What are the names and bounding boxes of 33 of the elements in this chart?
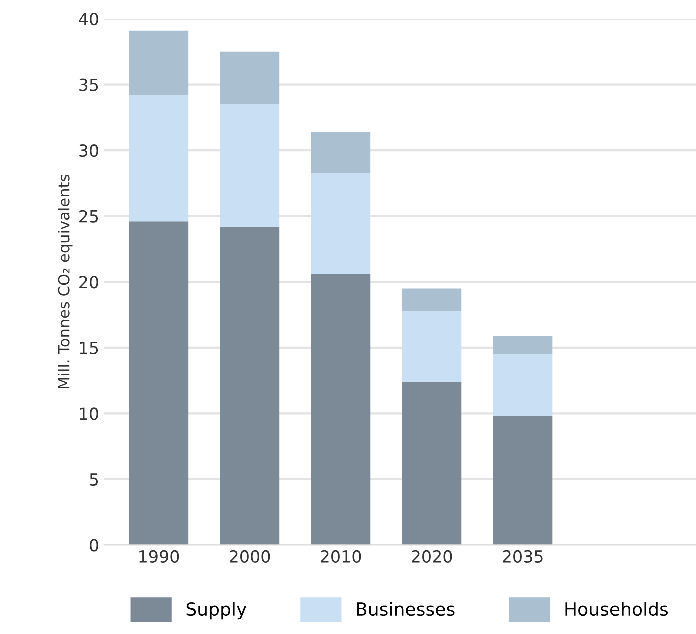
bar (402, 311, 462, 382)
y-axis-title: Mill. Tonnes CO₂ equivalents (58, 175, 73, 388)
bar (493, 336, 553, 354)
legend-label: Households (566, 602, 668, 616)
y-tick-label: 10 (80, 408, 98, 420)
legend-label: Businesses (357, 602, 455, 616)
bar (311, 274, 371, 546)
bar (493, 354, 553, 416)
x-tick-label: 2035 (503, 550, 543, 563)
bar (220, 104, 280, 227)
y-tick-label: 25 (80, 210, 98, 223)
y-tick-label: 40 (79, 12, 98, 26)
bar (129, 222, 189, 546)
x-tick-label: 2020 (412, 550, 452, 563)
legend-label: Supply (186, 602, 247, 620)
x-tick-label: 1990 (140, 550, 180, 563)
bar (220, 52, 280, 105)
bar (129, 30, 189, 96)
bar (402, 382, 462, 546)
y-tick-label: 20 (80, 276, 98, 289)
bar (129, 95, 189, 222)
bar (311, 132, 371, 173)
y-tick-label: 15 (80, 342, 98, 354)
y-tick-label: 5 (90, 474, 98, 486)
bar (493, 416, 553, 546)
x-tick-label: 2010 (321, 550, 362, 563)
x-tick-label: 2000 (230, 550, 270, 563)
bar (402, 288, 462, 312)
y-tick-label: 30 (80, 144, 98, 158)
y-tick-label: 0 (90, 539, 98, 552)
bar (311, 172, 371, 274)
y-tick-label: 35 (80, 78, 98, 92)
bar (220, 226, 280, 546)
